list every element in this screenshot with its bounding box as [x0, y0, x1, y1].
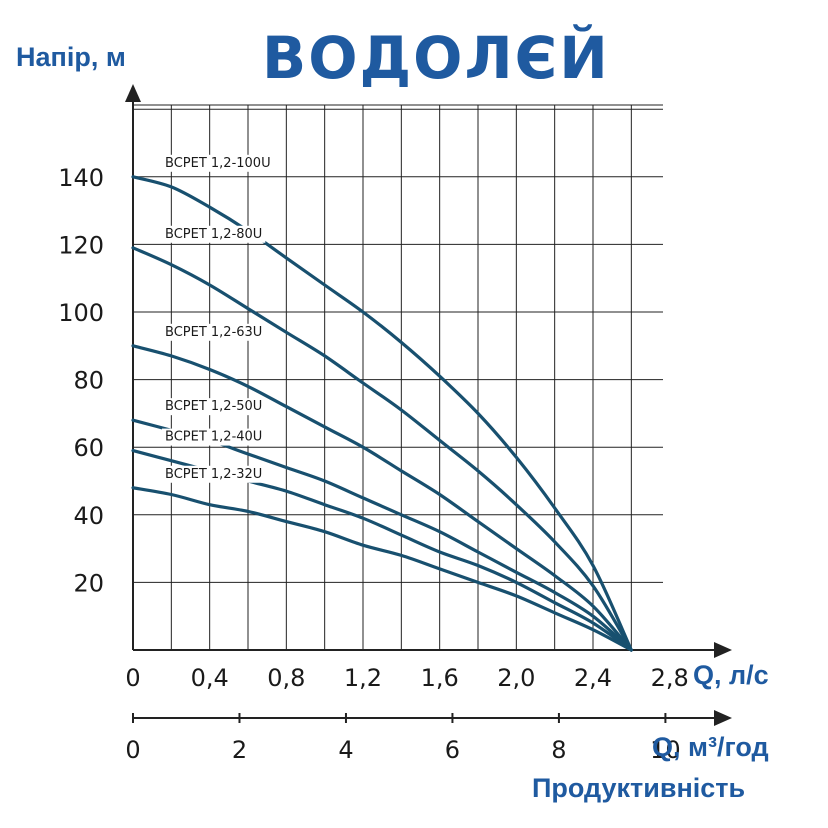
y-tick-label: 120: [58, 231, 104, 259]
series-label-group: BCPET 1,2-40U: [162, 428, 266, 446]
curve-2: [131, 246, 633, 652]
series-label-group: BCPET 1,2-100U: [162, 154, 274, 172]
series-label-bg: [162, 398, 266, 416]
x-tick-label: 2,0: [497, 664, 535, 692]
y-tick-label: 140: [58, 164, 104, 192]
x2-tick-label: 0: [125, 736, 140, 764]
series-label-3: BCPET 1,2-63U: [165, 325, 262, 340]
grid: [133, 104, 663, 650]
series-label-1: BCPET 1,2-100U: [165, 156, 271, 171]
x2-tick-label: 10: [650, 736, 681, 764]
curve-4: [131, 418, 633, 652]
series-label-bg: [162, 465, 266, 483]
series-label-bg: [162, 428, 266, 446]
y-tick-label: 20: [73, 569, 104, 597]
x-tick-label: 0,4: [191, 664, 229, 692]
curve-6: [131, 486, 633, 652]
y-tick-label: 60: [73, 434, 104, 462]
x-tick-label: 2,8: [651, 664, 689, 692]
series-label-2: BCPET 1,2-80U: [165, 227, 262, 242]
x-axis-arrow: [714, 642, 732, 658]
y-axis-arrow: [125, 84, 141, 102]
x2-axis-arrow: [714, 710, 732, 726]
y-tick-label: 80: [73, 367, 104, 395]
curve-1: [131, 175, 633, 652]
x-axis-title: Q, л/с: [693, 660, 769, 690]
series-label-bg: [162, 225, 266, 243]
series-label-bg: [162, 154, 274, 172]
series-label-bg: [162, 323, 266, 341]
x2-tick-label: 2: [232, 736, 247, 764]
x-tick-label: 0: [125, 664, 140, 692]
x-tick-label: 1,2: [344, 664, 382, 692]
series-label-5: BCPET 1,2-40U: [165, 430, 262, 445]
x2-tick-label: 4: [338, 736, 353, 764]
footer-title: Продуктивність: [532, 773, 745, 803]
tick-labels: 20 40 60 80 100 120 140 0 0,4 0,8 1,2 1,6 2,0 2,4 2,8 0…: [58, 164, 689, 764]
series-labels: BCPET 1,2-100U BCPET 1,2-80U BCPET 1,2-63U…: [162, 154, 274, 483]
y-axis-title: Напір, м: [16, 42, 126, 72]
series-label-group: BCPET 1,2-80U: [162, 225, 266, 243]
x-tick-label: 0,8: [267, 664, 305, 692]
y-tick-label: 100: [58, 299, 104, 327]
x2-tick-label: 6: [445, 736, 460, 764]
series-label-group: BCPET 1,2-32U: [162, 465, 266, 483]
curve-3: [131, 344, 633, 652]
x-tick-label: 2,4: [574, 664, 612, 692]
x2-axis-title: Q, м³/год: [652, 732, 769, 762]
series-label-group: BCPET 1,2-50U: [162, 398, 266, 416]
series-label-4: BCPET 1,2-50U: [165, 399, 262, 414]
series-label-6: BCPET 1,2-32U: [165, 467, 262, 482]
x-tick-label: 1,6: [421, 664, 459, 692]
axes: [125, 84, 732, 726]
brand-logo: ВОДОЛЄЙ: [262, 23, 610, 92]
series-label-group: BCPET 1,2-63U: [162, 323, 266, 341]
x2-tick-label: 8: [551, 736, 566, 764]
y-tick-label: 40: [73, 502, 104, 530]
